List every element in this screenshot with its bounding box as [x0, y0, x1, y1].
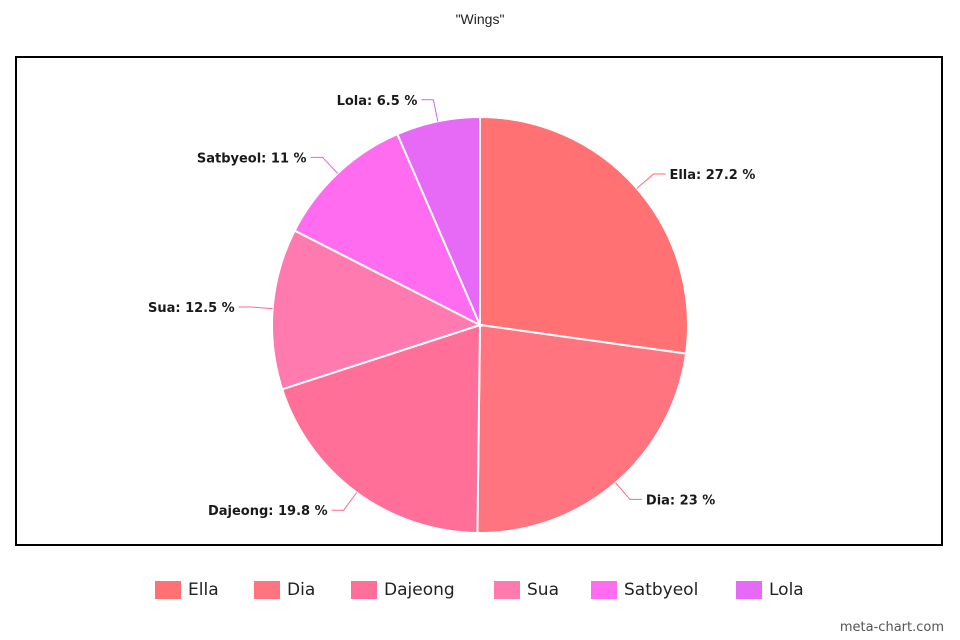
legend-swatch — [736, 581, 762, 599]
data-label-dajeong: Dajeong: 19.8 % — [208, 504, 328, 519]
legend-swatch — [155, 581, 181, 599]
data-label-ella: Ella: 27.2 % — [669, 168, 755, 183]
legend-item-dajeong[interactable]: Dajeong — [351, 577, 455, 603]
legend-label: Ella — [188, 580, 219, 600]
legend-item-sua[interactable]: Sua — [494, 577, 559, 603]
leader-line-satbyeol — [310, 156, 338, 174]
legend-item-dia[interactable]: Dia — [254, 577, 315, 603]
legend-item-lola[interactable]: Lola — [736, 577, 804, 603]
legend-label: Dia — [287, 580, 316, 600]
leader-line-lola — [421, 99, 439, 122]
legend-label: Sua — [527, 580, 559, 600]
chart-legend: Ella Dia Dajeong Sua Satbyeol Lola — [0, 577, 960, 603]
watermark-text: meta-chart.com — [839, 620, 944, 635]
legend-label: Dajeong — [384, 580, 455, 600]
legend-item-satbyeol[interactable]: Satbyeol — [591, 577, 698, 603]
legend-item-ella[interactable]: Ella — [155, 577, 219, 603]
data-label-lola: Lola: 6.5 % — [337, 94, 418, 109]
pie-slice-satbyeol[interactable] — [293, 132, 483, 328]
legend-swatch — [351, 581, 377, 599]
leader-line-ella — [636, 173, 666, 189]
chart-title: "Wings" — [455, 11, 505, 27]
leader-line-sua — [238, 306, 273, 310]
legend-label: Lola — [769, 580, 804, 600]
plot-area-frame — [15, 56, 943, 546]
legend-swatch — [494, 581, 520, 599]
leader-line-dajeong — [331, 492, 358, 511]
legend-label: Satbyeol — [624, 580, 699, 600]
data-label-satbyeol: Satbyeol: 11 % — [197, 151, 307, 166]
legend-swatch — [254, 581, 280, 599]
pie-slice-ella[interactable] — [479, 115, 689, 355]
leader-line-dia — [615, 482, 642, 500]
data-label-sua: Sua: 12.5 % — [148, 301, 235, 316]
legend-swatch — [591, 581, 617, 599]
data-label-dia: Dia: 23 % — [646, 493, 715, 508]
